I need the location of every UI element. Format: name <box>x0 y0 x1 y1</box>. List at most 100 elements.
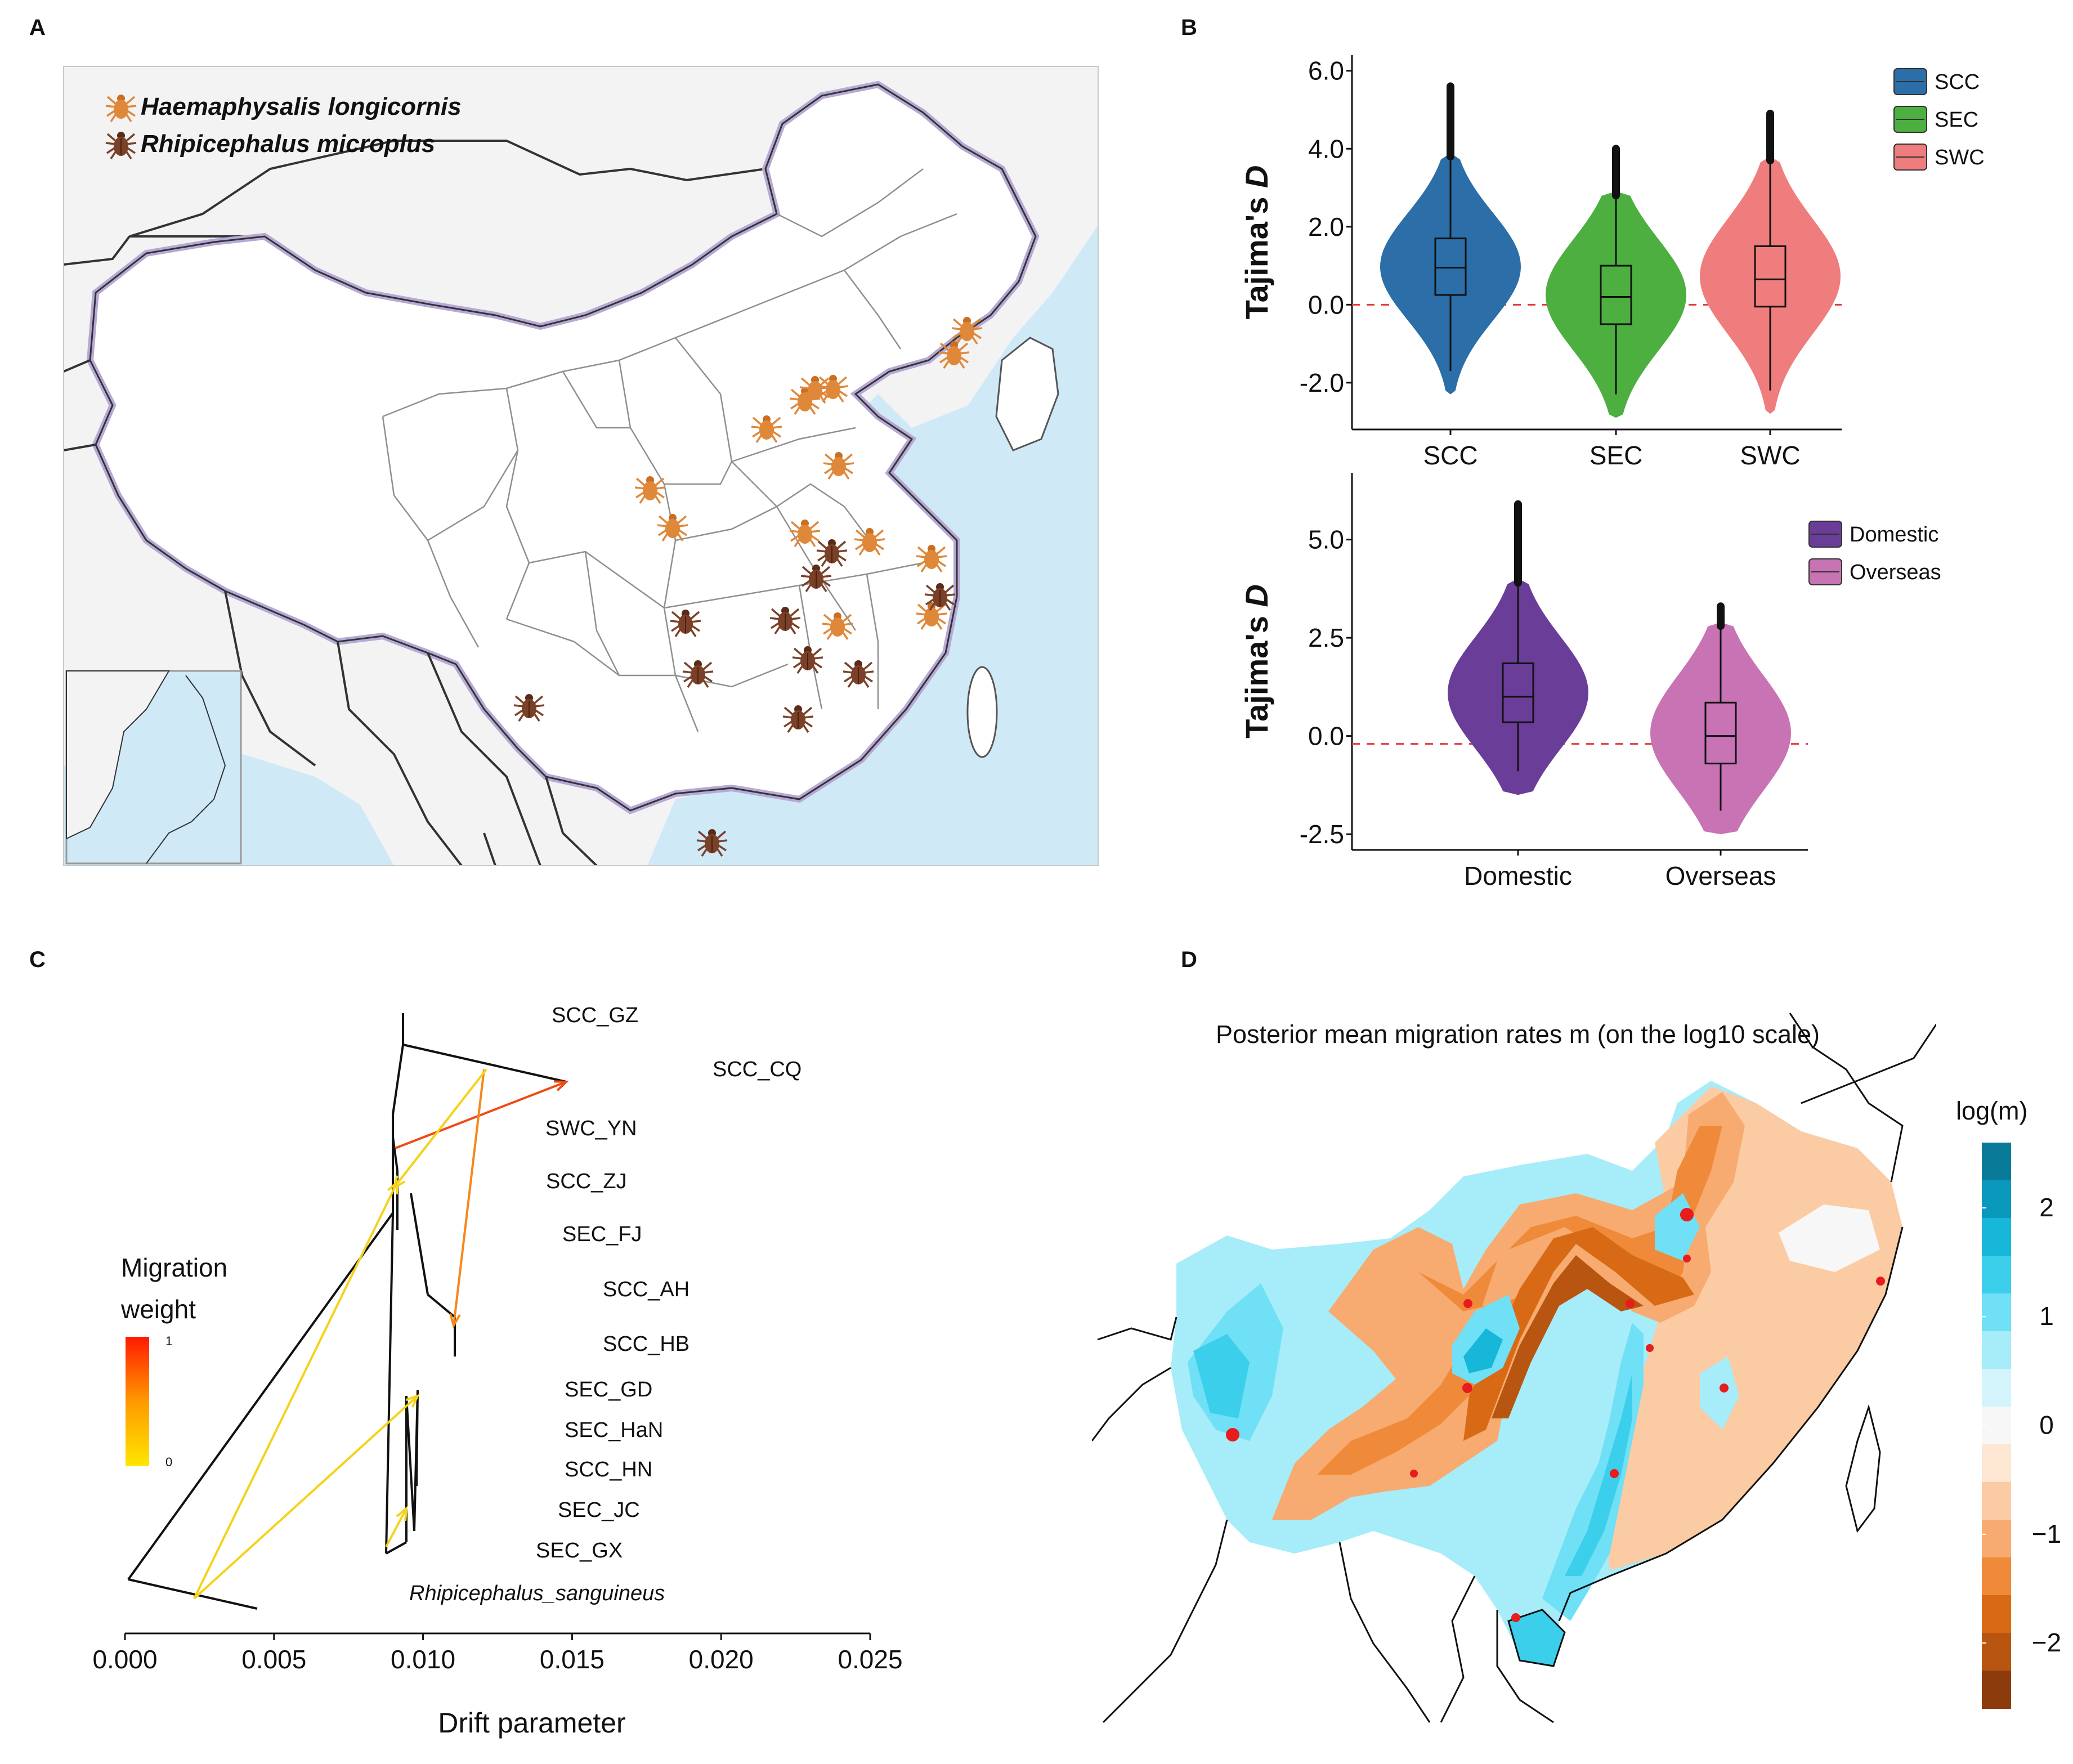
tree-branch <box>392 1136 399 1171</box>
migration-map-title: Posterior mean migration rates m (on the… <box>1216 1020 1820 1049</box>
y-tick-label: 2.0 <box>1308 212 1344 241</box>
panel-b: B 6.0 4.0 2.0 0.0 -2.0 Tajima's D SCC SEC SWC SCC… <box>1181 15 1985 890</box>
leaf-label: SCC_GZ <box>552 1004 638 1027</box>
colorbar-swatch <box>1982 1671 2011 1709</box>
colorbar-swatch <box>1982 1143 2011 1181</box>
x-tick-label: Domestic <box>1464 861 1572 890</box>
y-axis-title: Tajima's D <box>1239 584 1274 738</box>
colorbar-tick-label: 0 <box>2039 1411 2054 1440</box>
migration-arrowhead <box>405 1394 420 1408</box>
colorbar-tick-label: 2 <box>2039 1193 2054 1222</box>
leaf-label: SEC_FJ <box>562 1223 642 1246</box>
sample-sites <box>1226 1208 1885 1622</box>
leaf-label: SEC_GX <box>536 1539 623 1562</box>
box <box>1754 245 1787 308</box>
neighbour-borders <box>64 235 598 866</box>
map-legend: Haemaphysalis longicornis Rhipicephalus … <box>105 93 462 160</box>
x-tick-label: 0.025 <box>838 1645 902 1674</box>
legend-rhipicephalus: Rhipicephalus microplus <box>141 130 435 158</box>
box <box>1704 701 1737 764</box>
x-tick-label: Overseas <box>1665 861 1776 890</box>
treemix-plot: 0.000 0.005 0.010 0.015 0.020 0.025 Drift para… <box>92 1004 902 1739</box>
tree-branch <box>415 1390 419 1487</box>
leaf-label: SCC_HN <box>565 1458 652 1481</box>
coastline <box>1092 1013 1936 1723</box>
migration-edge <box>453 1069 485 1326</box>
tree-branch <box>427 1293 456 1318</box>
colorbar-swatch <box>1982 1633 2011 1671</box>
migration-legend-max: 1 <box>165 1334 172 1348</box>
colorbar-swatch <box>1982 1557 2011 1596</box>
migration-surface <box>1092 1013 1936 1723</box>
x-tick-label: SWC <box>1740 441 1800 470</box>
migration-arrowhead <box>449 1313 461 1329</box>
y-tick-label: -2.5 <box>1300 820 1344 849</box>
tree-branch <box>405 1395 415 1532</box>
legend-label: SWC <box>1935 146 1985 169</box>
china-border-line <box>89 83 1037 812</box>
x-axis-title: Drift parameter <box>438 1707 625 1739</box>
colorbar-swatch <box>1982 1218 2011 1256</box>
y-axis-title-italic: D <box>1239 165 1274 188</box>
y-axis-title: Tajima's D <box>1239 165 1274 320</box>
panel-label-c: C <box>29 947 46 972</box>
china-map <box>64 66 1098 866</box>
leaf-label: SEC_JC <box>558 1498 640 1522</box>
migration-legend-title: Migration <box>121 1253 227 1282</box>
x-tick-label: SCC <box>1423 441 1477 470</box>
legend-label: Overseas <box>1850 561 1941 584</box>
surface-west-blue-core <box>1193 1334 1250 1418</box>
legend-label: SCC <box>1935 70 1980 94</box>
tree-branch <box>402 1044 567 1083</box>
migration-legend-title: weight <box>120 1295 196 1324</box>
migration-arrowhead <box>387 1179 399 1195</box>
inset-coast <box>146 675 226 864</box>
surface-blue-hainan <box>1508 1610 1565 1666</box>
y-axis-title-text: Tajima's <box>1239 188 1274 319</box>
y-axis-title-text: Tajima's <box>1239 607 1274 738</box>
x-tick-label: 0.010 <box>391 1645 455 1674</box>
violin-chart-origin: 5.0 2.5 0.0 -2.5 Tajima's D Domestic Overseas D… <box>1239 473 1941 890</box>
colorbar-swatch <box>1982 1482 2011 1520</box>
colorbar-swatch <box>1982 1331 2011 1369</box>
surface-orange-core <box>1492 1255 1644 1418</box>
x-tick-label: 0.000 <box>92 1645 157 1674</box>
panel-d: D Posterior mean migration rates m (on t… <box>1092 947 2061 1723</box>
x-tick-label: 0.005 <box>241 1645 306 1674</box>
tree-branch <box>385 1212 394 1554</box>
leaf-label: SWC_YN <box>545 1117 637 1140</box>
colorbar-tick-label: −2 <box>2032 1628 2061 1657</box>
migration-arrowhead <box>396 1506 408 1521</box>
y-tick-label: 5.0 <box>1308 525 1344 554</box>
migration-edge <box>393 1068 487 1189</box>
map-frame <box>63 66 1099 866</box>
y-tick-label: -2.0 <box>1300 368 1344 397</box>
leaf-label: SCC_CQ <box>713 1058 802 1081</box>
y-tick-label: 0.0 <box>1308 722 1344 751</box>
legend-haemaphysalis: Haemaphysalis longicornis <box>141 93 462 120</box>
south-china-sea-inset <box>65 670 242 865</box>
surface-east-blue-spot <box>1700 1356 1739 1430</box>
korea <box>995 337 1059 451</box>
leaf-label: SEC_GD <box>565 1378 652 1402</box>
colorbar: 2 1 0 −1 −2 <box>1982 1143 2061 1709</box>
migration-edge <box>395 1081 567 1149</box>
surface-blue-north-core <box>1463 1328 1503 1373</box>
colorbar-swatch <box>1982 1407 2011 1445</box>
tree-branch <box>128 1578 258 1610</box>
y-tick-label: 2.5 <box>1308 623 1344 652</box>
leaf-label: SCC_AH <box>603 1278 689 1301</box>
surface-blue-south <box>1542 1323 1644 1621</box>
taiwan <box>966 666 998 758</box>
leaf-label: SCC_HB <box>603 1332 689 1356</box>
colorbar-tick-label: −1 <box>2032 1519 2061 1548</box>
tree-branch <box>386 1541 407 1555</box>
panel-label-d: D <box>1181 947 1197 972</box>
colorbar-swatch <box>1982 1293 2011 1332</box>
inset-land <box>66 670 170 840</box>
migration-edge <box>193 1395 419 1600</box>
colorbar-swatch <box>1982 1595 2011 1633</box>
leaf-label: SEC_HaN <box>565 1418 663 1442</box>
box <box>1502 662 1534 723</box>
